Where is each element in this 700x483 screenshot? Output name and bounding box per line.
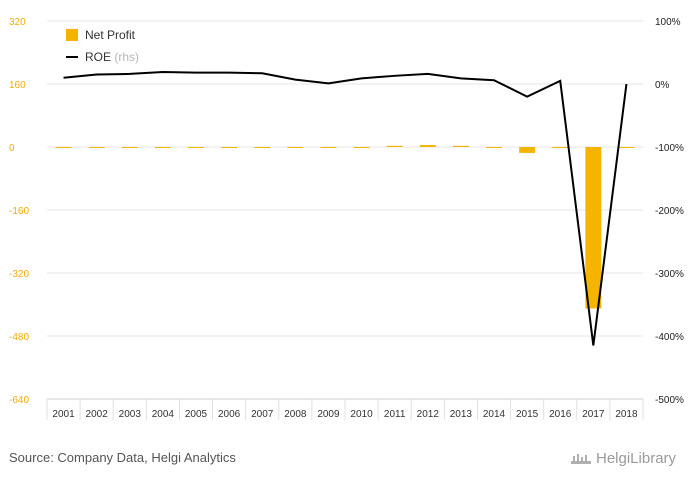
bar-net-profit bbox=[320, 147, 337, 148]
x-tick-label: 2018 bbox=[615, 409, 638, 420]
x-tick-label: 2017 bbox=[582, 409, 605, 420]
right-tick-label: -200% bbox=[655, 206, 684, 217]
x-tick-label: 2003 bbox=[119, 409, 142, 420]
bar-net-profit bbox=[519, 147, 536, 153]
x-tick-label: 2008 bbox=[284, 409, 307, 420]
bar-net-profit bbox=[353, 147, 370, 148]
bar-net-profit bbox=[618, 147, 635, 148]
line-roe bbox=[63, 71, 628, 346]
right-tick-label: -500% bbox=[655, 395, 684, 406]
left-tick-label: -160 bbox=[9, 206, 29, 217]
right-tick-label: -300% bbox=[655, 269, 684, 280]
bar-net-profit bbox=[55, 147, 72, 148]
bar-net-profit bbox=[287, 147, 304, 148]
left-tick-label: 320 bbox=[9, 17, 26, 28]
x-tick-label: 2006 bbox=[218, 409, 241, 420]
x-tick-label: 2015 bbox=[516, 409, 539, 420]
x-tick-label: 2004 bbox=[152, 409, 175, 420]
x-tick-label: 2014 bbox=[483, 409, 506, 420]
bar-net-profit bbox=[419, 145, 436, 147]
bar-net-profit bbox=[221, 147, 238, 148]
left-tick-label: 0 bbox=[9, 143, 15, 154]
x-tick-label: 2011 bbox=[384, 409, 406, 420]
x-tick-label: 2005 bbox=[185, 409, 208, 420]
left-tick-label: -480 bbox=[9, 332, 29, 343]
bar-net-profit bbox=[386, 145, 403, 147]
x-tick-label: 2013 bbox=[450, 409, 473, 420]
bar-net-profit bbox=[552, 147, 569, 148]
legend-label-net-profit: Net Profit bbox=[85, 28, 136, 42]
right-tick-label: -400% bbox=[655, 332, 684, 343]
bar-net-profit bbox=[154, 147, 171, 148]
brand-name: HelgiLibrary bbox=[596, 450, 677, 467]
x-tick-label: 2016 bbox=[549, 409, 572, 420]
right-tick-label: 100% bbox=[655, 17, 681, 28]
left-tick-label: -640 bbox=[9, 395, 29, 406]
left-tick-label: 160 bbox=[9, 80, 26, 91]
legend-label-roe: ROE (rhs) bbox=[85, 50, 139, 64]
bar-net-profit bbox=[486, 147, 502, 148]
x-tick-label: 2010 bbox=[350, 409, 373, 420]
legend-rhs-suffix: (rhs) bbox=[114, 50, 139, 64]
left-tick-label: -320 bbox=[9, 269, 29, 280]
right-tick-label: 0% bbox=[655, 80, 670, 91]
bar-net-profit bbox=[88, 147, 105, 148]
bar-net-profit bbox=[121, 147, 138, 148]
legend-swatch-net-profit bbox=[66, 29, 78, 41]
right-tick-label: -100% bbox=[655, 143, 684, 154]
x-tick-label: 2009 bbox=[317, 409, 340, 420]
x-tick-label: 2001 bbox=[52, 409, 75, 420]
bar-net-profit bbox=[585, 147, 602, 309]
x-tick-label: 2012 bbox=[417, 409, 440, 420]
bar-net-profit bbox=[188, 147, 204, 148]
bar-net-profit bbox=[452, 145, 469, 147]
x-tick-label: 2002 bbox=[86, 409, 109, 420]
x-tick-label: 2007 bbox=[251, 409, 274, 420]
bar-net-profit bbox=[254, 147, 271, 148]
helgi-logo-icon bbox=[571, 454, 591, 464]
source-note: Source: Company Data, Helgi Analytics bbox=[9, 450, 236, 465]
